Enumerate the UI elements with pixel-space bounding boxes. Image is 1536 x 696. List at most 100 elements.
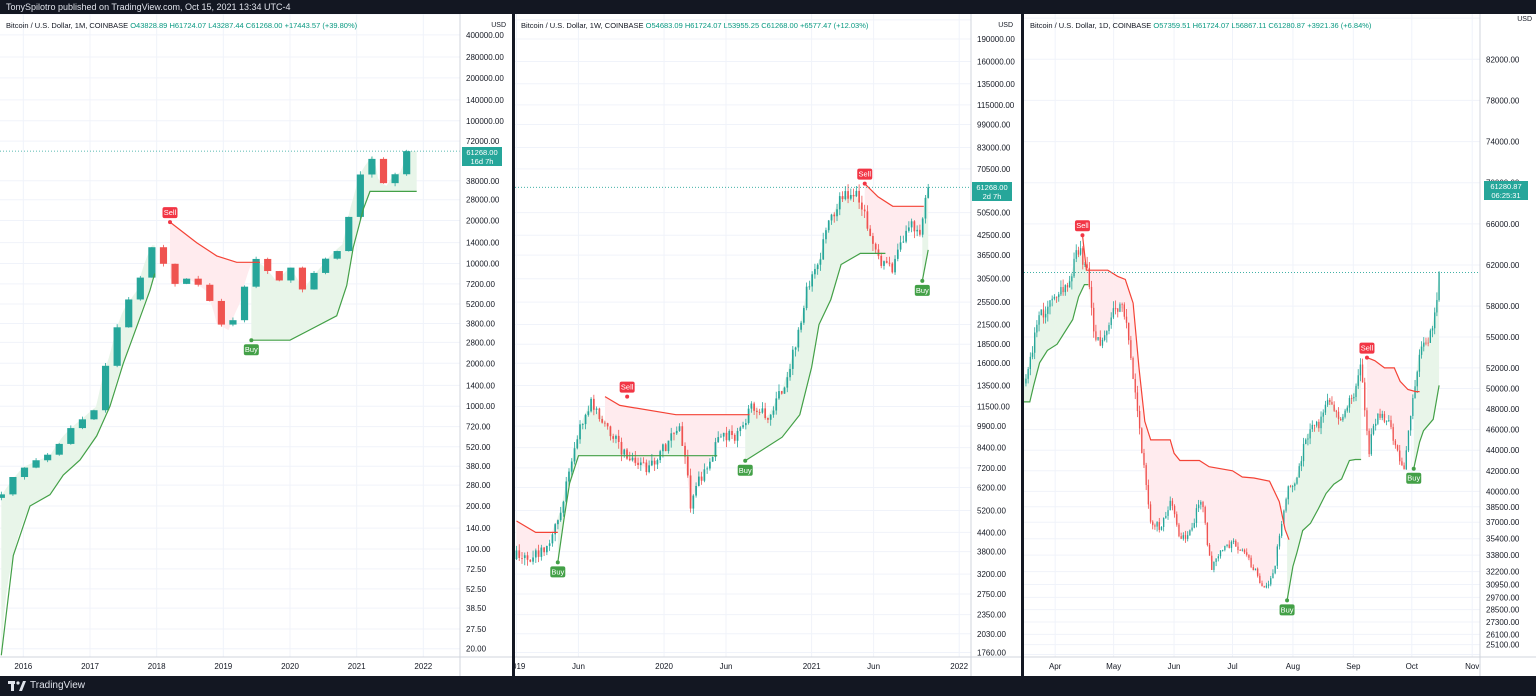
y-tick-label: 55000.00	[1486, 333, 1520, 342]
legend-symbol: Bitcoin / U.S. Dollar, 1M, COINBASE	[6, 21, 129, 30]
candle-body	[1221, 550, 1224, 551]
chart-panel-monthly[interactable]: Sell Buy 400000.00 280000.00 200000.00 140000…	[0, 14, 512, 676]
signal-anchor-dot	[743, 458, 748, 463]
candle-body	[1311, 424, 1313, 430]
supertrend-fill-up	[1287, 367, 1362, 601]
chart-panel-weekly[interactable]: Sell Buy Sell Buy Buy 190000.00 160000.00 13500…	[515, 14, 1021, 676]
y-tick-label: 200000.00	[466, 74, 504, 83]
candle-body	[252, 258, 260, 287]
candle-body	[1342, 416, 1344, 421]
candle-body	[1425, 342, 1427, 344]
signal-badge-buy	[737, 464, 753, 476]
candle-body	[656, 460, 659, 465]
candle-body	[1060, 287, 1062, 295]
candle-body	[217, 300, 225, 325]
candle-body	[861, 202, 863, 210]
candle-body	[902, 241, 905, 243]
candle-body	[822, 239, 825, 260]
candle-body	[612, 436, 615, 439]
candle-body	[767, 417, 769, 420]
candle-body	[1051, 298, 1053, 301]
candle-body	[1298, 466, 1300, 478]
candle-body	[808, 286, 811, 288]
candle-body	[919, 229, 921, 235]
publisher-header: TonySpilotro published on TradingView.co…	[0, 0, 1536, 14]
candle-body	[1071, 276, 1073, 282]
y-tick-label: 3800.00	[977, 548, 1006, 557]
candle-body	[1208, 544, 1211, 556]
candle-body	[1237, 546, 1239, 551]
candle-body	[125, 299, 133, 328]
chart-canvas[interactable]: SellBuySellBuy82000.0078000.0074000.0070…	[1024, 14, 1536, 676]
candle-body	[148, 247, 156, 278]
y-tick-label: 200.00	[466, 502, 491, 511]
last-price-tag: 61280.87 06:25:31	[1484, 181, 1528, 200]
chart-canvas[interactable]: Sell Buy Sell Buy Buy 190000.00 160000.00 13500…	[515, 14, 1021, 676]
candle-body	[379, 158, 388, 184]
candle-body	[595, 408, 598, 410]
x-tick-label: 2022	[414, 662, 432, 671]
candle-body	[1390, 420, 1392, 428]
candle-body	[1423, 342, 1425, 347]
y-tick-label: 2800.00	[466, 338, 495, 347]
y-tick-label: 28000.00	[466, 196, 500, 205]
candle-body	[855, 190, 858, 197]
x-tick-label: 2020	[281, 662, 299, 671]
candle-body	[869, 228, 872, 236]
legend-low: L53955.25	[723, 21, 760, 30]
candle-body	[1261, 583, 1263, 587]
candle-body	[786, 377, 789, 388]
y-tick-label: 16000.00	[977, 359, 1011, 368]
candle-body	[551, 534, 554, 544]
publisher-text: TonySpilotro published on TradingView.co…	[6, 2, 291, 12]
candle-body	[747, 408, 750, 424]
candle-body	[847, 191, 849, 199]
candle-body	[1418, 354, 1421, 372]
y-tick-label: 38500.00	[1486, 503, 1520, 512]
supertrend-fill-down	[605, 396, 750, 500]
candle-body	[1331, 402, 1333, 405]
y-tick-label: 1400.00	[466, 381, 495, 390]
supertrend-line-down	[1366, 357, 1420, 393]
candle-body	[1108, 325, 1110, 332]
signal-label-buy: Buy	[1281, 605, 1294, 614]
candles-group	[1025, 240, 1440, 589]
candle-body	[761, 408, 764, 413]
candle-body	[841, 196, 844, 200]
candle-body	[739, 427, 742, 431]
candle-body	[626, 449, 628, 459]
candle-body	[634, 457, 637, 463]
chart-panel-daily[interactable]: SellBuySellBuy82000.0078000.0074000.0070…	[1024, 14, 1536, 676]
candle-body	[744, 423, 747, 426]
candle-body	[1049, 300, 1051, 307]
candle-body	[1044, 313, 1047, 318]
candle-body	[1403, 465, 1405, 470]
candle-body	[1103, 335, 1106, 340]
candle-body	[1180, 536, 1182, 539]
candle-body	[1058, 294, 1060, 298]
candle-body	[298, 267, 307, 290]
y-tick-label: 40000.00	[1486, 487, 1520, 496]
x-tick-label: Jul	[1227, 662, 1237, 671]
candle-body	[1195, 508, 1198, 523]
candle-body	[1427, 342, 1429, 344]
y-tick-label: 21500.00	[977, 321, 1011, 330]
y-tick-label: 72.50	[466, 565, 487, 574]
bar-countdown: 2d 7h	[982, 192, 1002, 201]
candle-body	[1409, 415, 1412, 431]
signal-label-buy: Buy	[1407, 474, 1420, 483]
chart-canvas[interactable]: Sell Buy 400000.00 280000.00 200000.00 140000…	[0, 14, 512, 676]
legend-high: H61724.07	[1192, 21, 1230, 30]
signal-anchor-dot	[1411, 466, 1416, 471]
candle-body	[623, 449, 626, 455]
candle-body	[1086, 264, 1088, 268]
y-tick-label: 520.00	[466, 443, 491, 452]
candle-body	[1287, 486, 1289, 500]
y-tick-label: 280.00	[466, 481, 491, 490]
candle-body	[1211, 555, 1213, 570]
supertrend-fill-up	[251, 151, 417, 341]
candle-body	[849, 194, 852, 199]
candle-body	[1291, 486, 1294, 487]
candle-body	[778, 391, 780, 399]
candle-body	[67, 428, 75, 444]
